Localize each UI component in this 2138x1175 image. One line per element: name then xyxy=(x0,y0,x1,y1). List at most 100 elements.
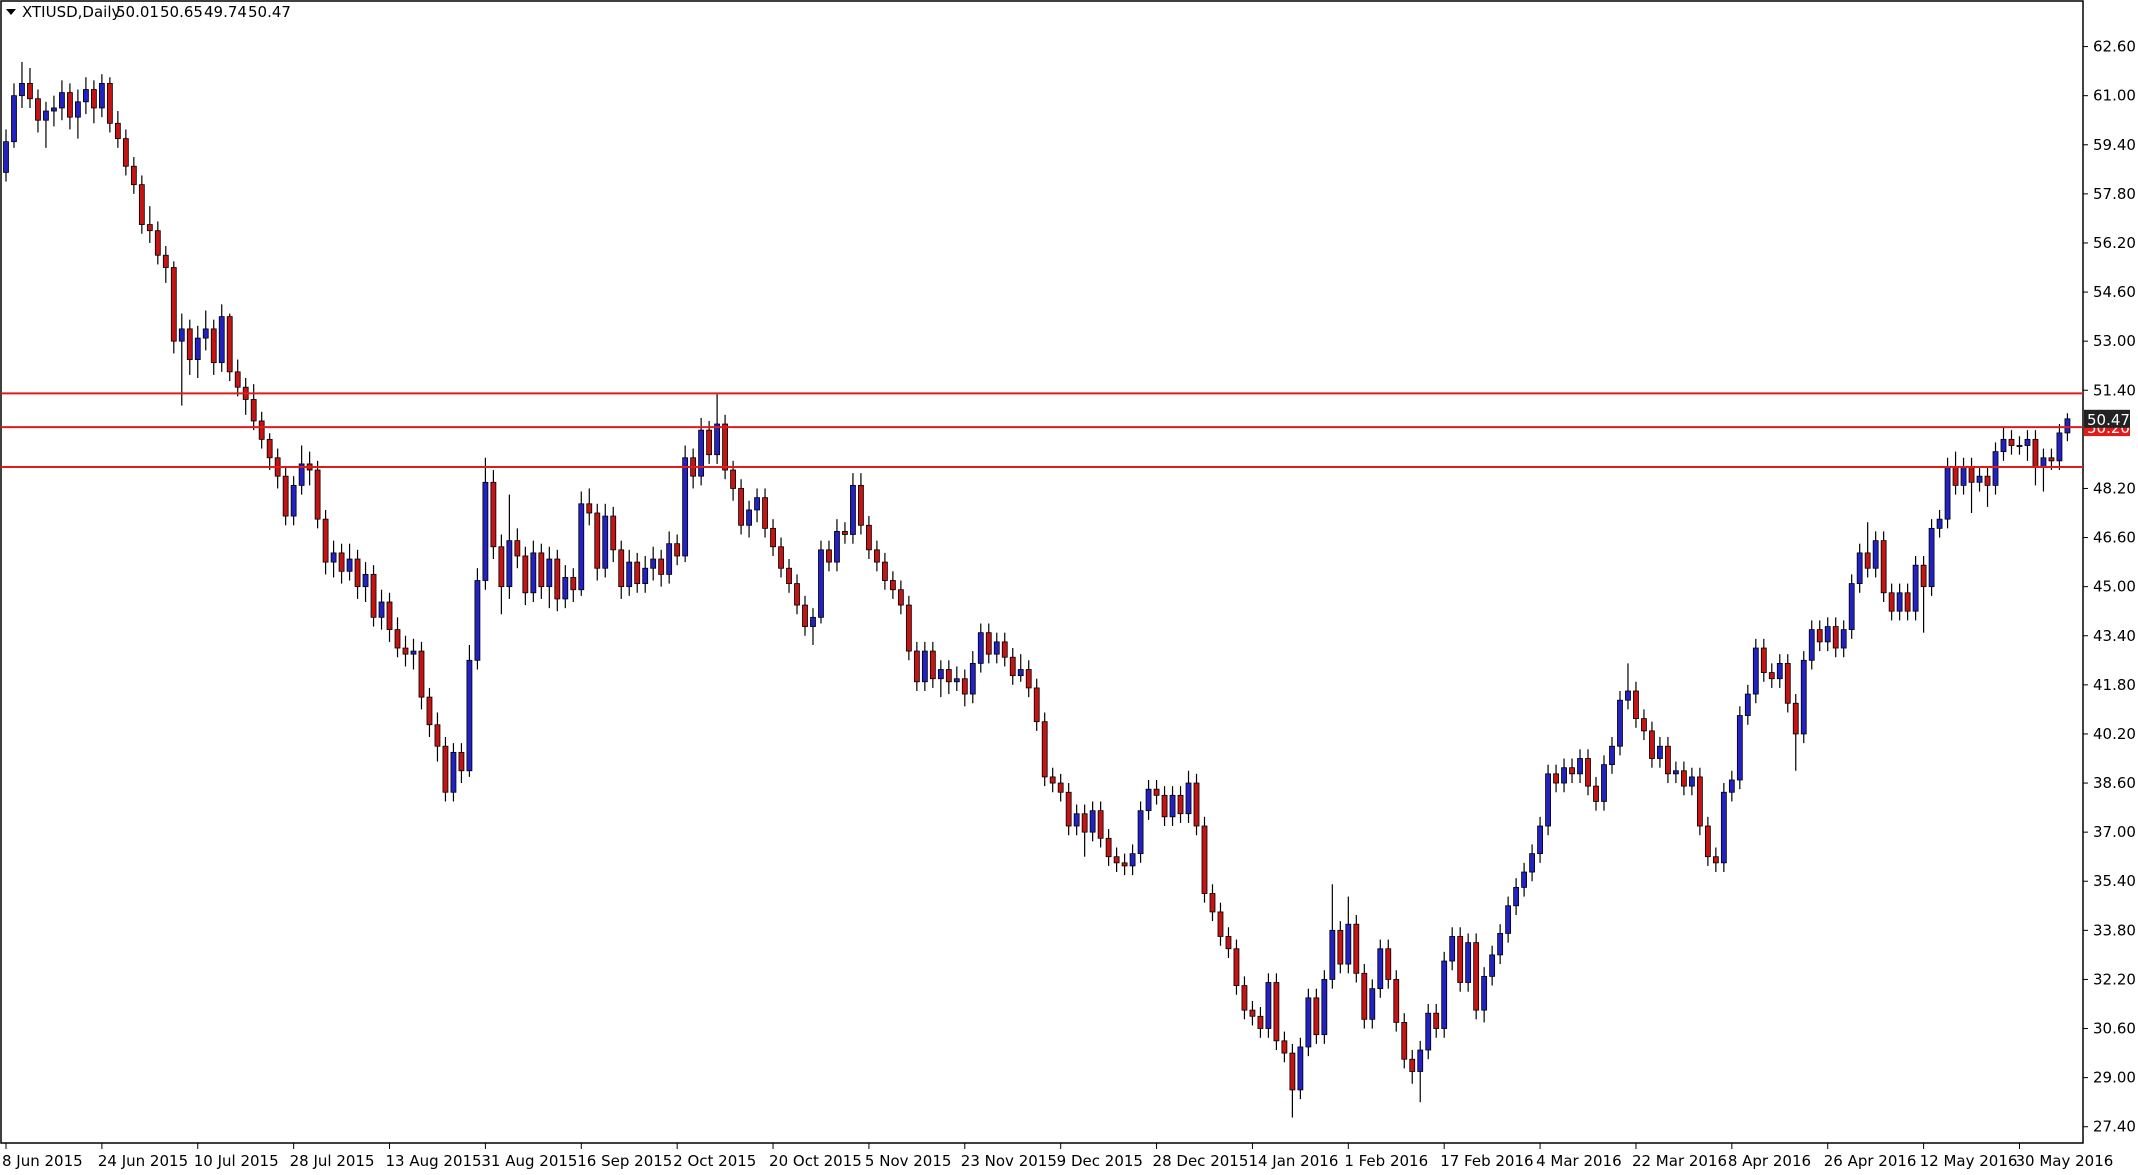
candle-body xyxy=(522,555,529,594)
candle-body xyxy=(921,650,928,683)
candle-body xyxy=(850,484,856,535)
candle-body xyxy=(1145,788,1152,812)
candle-body xyxy=(1305,997,1312,1048)
candle-body xyxy=(290,484,297,517)
candle-body xyxy=(1545,773,1551,827)
candle-body xyxy=(282,475,289,517)
y-tick-label: 27.40 xyxy=(2093,1118,2136,1136)
candle-body xyxy=(2040,457,2047,468)
candle-body xyxy=(1744,693,1751,716)
x-tick-label: 4 Mar 2016 xyxy=(1536,1152,1622,1170)
candle-body xyxy=(1433,1012,1440,1029)
candle-body xyxy=(490,481,497,548)
candle-body xyxy=(618,549,625,588)
candle-body xyxy=(1521,871,1527,888)
candle-body xyxy=(786,567,792,584)
x-tick-label: 28 Dec 2015 xyxy=(1153,1152,1249,1170)
candle-body xyxy=(35,98,41,121)
candle-body xyxy=(1800,659,1807,735)
candle-body xyxy=(1249,1009,1256,1017)
candle-body xyxy=(1193,782,1200,827)
candle-body xyxy=(1617,699,1623,747)
x-tick-label: 8 Apr 2016 xyxy=(1728,1152,1811,1170)
candle-body xyxy=(1385,948,1392,980)
candle-body xyxy=(1169,794,1176,818)
candle-body xyxy=(1864,552,1871,569)
candle-body xyxy=(1832,626,1839,649)
candle-body xyxy=(1984,475,1991,486)
candle-body xyxy=(698,429,705,477)
header-open: 50.01 xyxy=(116,3,159,21)
candle-body xyxy=(722,423,728,471)
candle-body xyxy=(458,751,465,772)
candle-body xyxy=(11,95,17,143)
candle-body xyxy=(250,399,257,422)
y-tick-label: 33.80 xyxy=(2093,921,2136,939)
candle-body xyxy=(586,503,593,514)
candle-body xyxy=(1241,985,1248,1011)
candle-body xyxy=(1121,862,1128,867)
candle-body xyxy=(1768,672,1775,680)
candle-body xyxy=(1217,911,1224,937)
candle-body xyxy=(961,678,968,695)
menu-triangle[interactable] xyxy=(6,9,16,15)
candle-body xyxy=(114,122,121,140)
candle-body xyxy=(394,629,401,649)
candle-body xyxy=(1928,527,1935,588)
y-tick-label: 37.00 xyxy=(2093,823,2136,841)
candle-body xyxy=(1265,982,1272,1029)
y-tick-label: 53.00 xyxy=(2093,332,2136,350)
y-tick-label: 46.60 xyxy=(2093,529,2136,547)
candle-body xyxy=(3,141,9,173)
x-tick-label: 31 Aug 2015 xyxy=(481,1152,577,1170)
candle-body xyxy=(338,552,345,572)
candle-body xyxy=(889,580,896,591)
candle-body xyxy=(1185,782,1192,815)
y-tick-label: 29.00 xyxy=(2093,1069,2136,1087)
candle-body xyxy=(1824,626,1831,643)
candle-body xyxy=(1760,647,1767,673)
x-tick-label: 17 Feb 2016 xyxy=(1440,1152,1533,1170)
candle-body xyxy=(370,573,377,618)
candle-body xyxy=(1201,825,1208,894)
candle-body xyxy=(322,518,329,563)
price-label: 50.47 xyxy=(2087,411,2130,429)
candle-body xyxy=(1473,942,1480,1011)
candle-body xyxy=(138,184,145,225)
y-tick-label: 40.20 xyxy=(2093,725,2136,743)
candle-body xyxy=(1153,788,1160,796)
candle-body xyxy=(67,92,73,118)
candle-body xyxy=(466,659,473,772)
y-tick-label: 32.20 xyxy=(2093,970,2136,988)
candle-body xyxy=(602,515,609,569)
candle-body xyxy=(1329,929,1336,980)
candle-body xyxy=(650,558,657,569)
candle-body xyxy=(1752,647,1759,695)
candle-body xyxy=(234,371,241,388)
price-label-bg xyxy=(2084,409,2130,428)
candle-body xyxy=(330,552,337,563)
candle-body xyxy=(1880,540,1887,594)
candle-body xyxy=(450,751,457,793)
candle-body xyxy=(993,641,1000,655)
candle-body xyxy=(19,82,25,97)
candle-body xyxy=(346,558,353,572)
candle-body xyxy=(866,524,872,551)
candle-body xyxy=(378,601,385,618)
candle-body xyxy=(1161,794,1168,818)
candle-body xyxy=(778,546,784,569)
candle-body xyxy=(482,481,489,581)
x-tick-label: 22 Mar 2016 xyxy=(1632,1152,1727,1170)
candle-body xyxy=(386,601,393,631)
candle-body xyxy=(1105,837,1112,858)
candle-body xyxy=(210,328,217,364)
candle-body xyxy=(610,515,617,551)
plot-frame xyxy=(0,0,2084,1144)
candle-body xyxy=(953,678,960,683)
candle-body xyxy=(897,589,904,606)
candle-body xyxy=(929,650,936,680)
candle-body xyxy=(826,549,832,563)
candle-body xyxy=(858,484,864,526)
candle-body xyxy=(1848,583,1855,631)
